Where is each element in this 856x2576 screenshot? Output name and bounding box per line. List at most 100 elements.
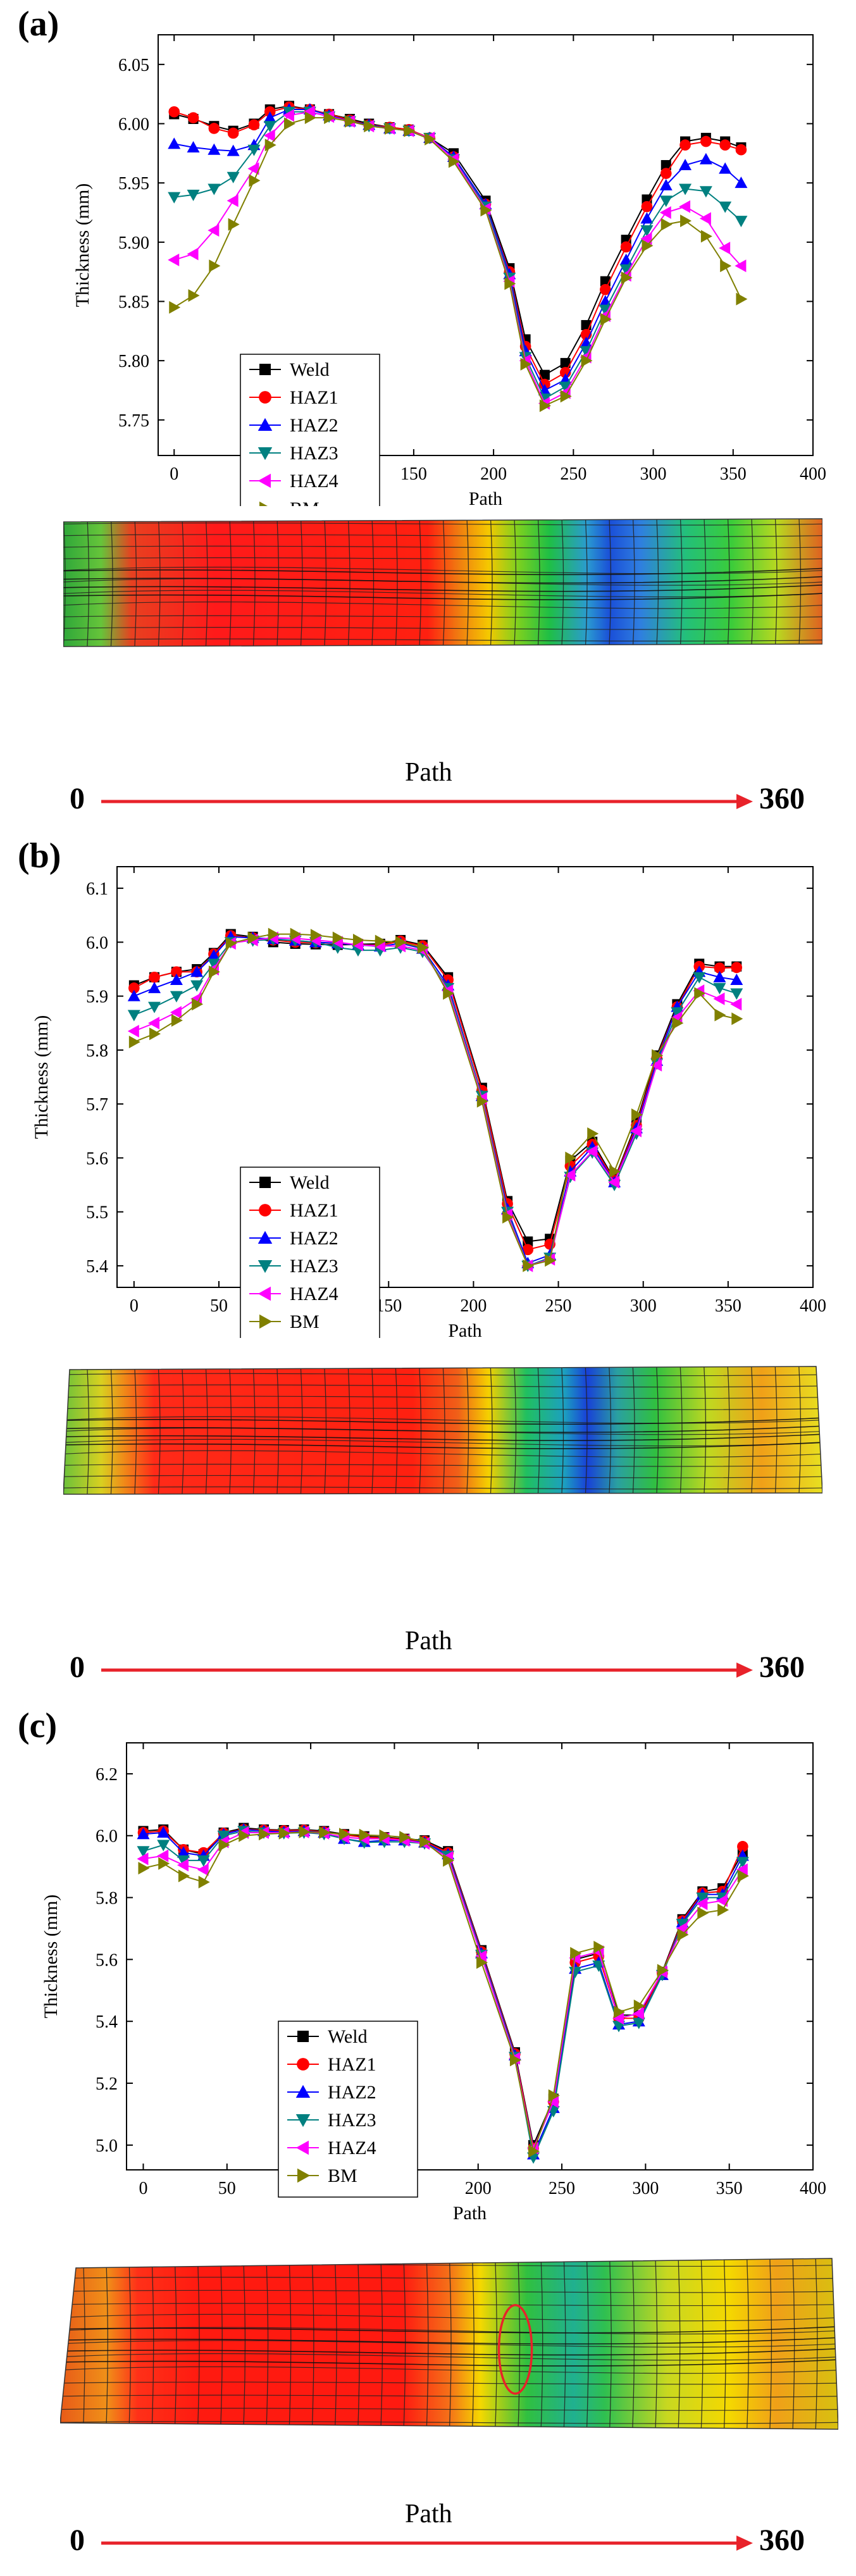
panel-label: (c) [18,1706,58,1745]
legend-marker [257,1260,273,1273]
x-tick-label: 250 [545,1296,572,1316]
data-point [600,283,611,295]
data-point [332,931,344,944]
legend-label: BM [290,1311,319,1332]
data-point [736,292,748,306]
contour-fill [63,1366,822,1494]
series-haz3 [137,1826,749,2164]
legend-marker [297,2058,309,2071]
red-arrow-icon [101,1663,753,1678]
legend-label: HAZ3 [328,2110,376,2131]
x-tick-label: 0 [170,464,178,484]
y-axis-label: Thickness (mm) [31,1015,52,1139]
y-tick-label: 6.05 [118,56,149,75]
data-point [190,980,204,992]
legend-label: HAZ2 [328,2082,376,2103]
plot-frame [158,34,814,456]
y-tick-label: 5.9 [86,988,108,1007]
data-point [737,1841,748,1852]
legend-marker [257,1230,273,1244]
data-point [449,155,461,168]
data-point [127,989,140,1001]
x-tick-label: 200 [465,2179,492,2198]
data-point [671,1007,684,1019]
data-point [714,1008,726,1022]
data-point [661,218,673,231]
data-point [737,1869,749,1883]
x-axis-label: Path [448,1320,481,1338]
legend-marker [259,364,271,375]
path-caption: Path [405,2499,452,2529]
legend-marker [257,447,273,461]
data-point [631,1108,643,1122]
data-point [137,1828,150,1840]
data-point [264,139,276,152]
series-haz3 [127,934,743,1272]
series-haz4 [127,931,742,1272]
y-tick-label: 5.4 [96,2012,118,2032]
data-point [659,178,673,190]
data-point [593,1940,605,1954]
data-point [187,140,200,152]
x-tick-label: 0 [130,1296,139,1316]
data-point [138,1862,150,1875]
data-point [614,2005,626,2019]
data-point [208,123,220,134]
data-point [679,139,691,151]
legend-box [278,2021,418,2198]
y-tick-label: 5.75 [118,411,149,431]
data-point [693,972,706,984]
data-point [545,1254,557,1267]
data-point [170,991,183,1003]
contour-strip-b [63,1366,822,1495]
data-point [417,941,429,954]
series-line [143,1830,743,2160]
legend: Weld HAZ1 HAZ2 HAZ3 HAZ4 BM [240,354,380,506]
data-point [619,264,633,276]
data-point [652,1049,664,1062]
data-point [502,1211,514,1224]
legend-label: HAZ4 [290,471,338,492]
y-tick-label: 5.6 [96,1950,118,1970]
plot-frame [116,866,814,1288]
y-tick-label: 5.90 [118,233,149,253]
data-point [612,2021,626,2033]
data-point [548,2089,560,2102]
data-point [137,1846,150,1858]
x-tick-label: 350 [716,2179,743,2198]
x-tick-label: 400 [800,464,826,484]
data-point [218,1838,230,1852]
data-point [581,354,593,368]
data-point [303,105,315,118]
data-point [475,1950,487,1963]
data-point [225,937,237,950]
data-point [379,1829,391,1842]
legend-marker [259,1204,271,1217]
x-axis-label: Path [453,2203,487,2224]
data-point [735,216,748,228]
data-point [735,259,747,273]
legend-marker [295,2140,309,2155]
y-tick-label: 5.8 [86,1041,108,1061]
data-point [523,1259,535,1272]
data-point [699,212,711,225]
series-haz2 [137,1823,749,2160]
path-arrow-b: 0 Path 360 [0,1626,856,1700]
path-arrow-a: 0 Path 360 [0,758,856,832]
data-point [169,300,181,314]
data-point [713,992,725,1005]
data-point [642,239,654,252]
data-point [650,1058,662,1072]
data-point [735,176,748,189]
data-point [177,1846,190,1858]
data-point [612,2012,624,2025]
data-point [226,144,240,156]
data-point [730,974,743,986]
legend-marker [257,1286,271,1301]
series-haz4 [137,1825,748,2155]
legend-label: HAZ3 [290,443,338,464]
thickness-chart-b: 0501001502002503003504005.45.55.65.75.85… [31,866,826,1338]
data-point [630,1124,642,1137]
legend-label: HAZ1 [290,387,338,408]
data-point [719,139,731,151]
